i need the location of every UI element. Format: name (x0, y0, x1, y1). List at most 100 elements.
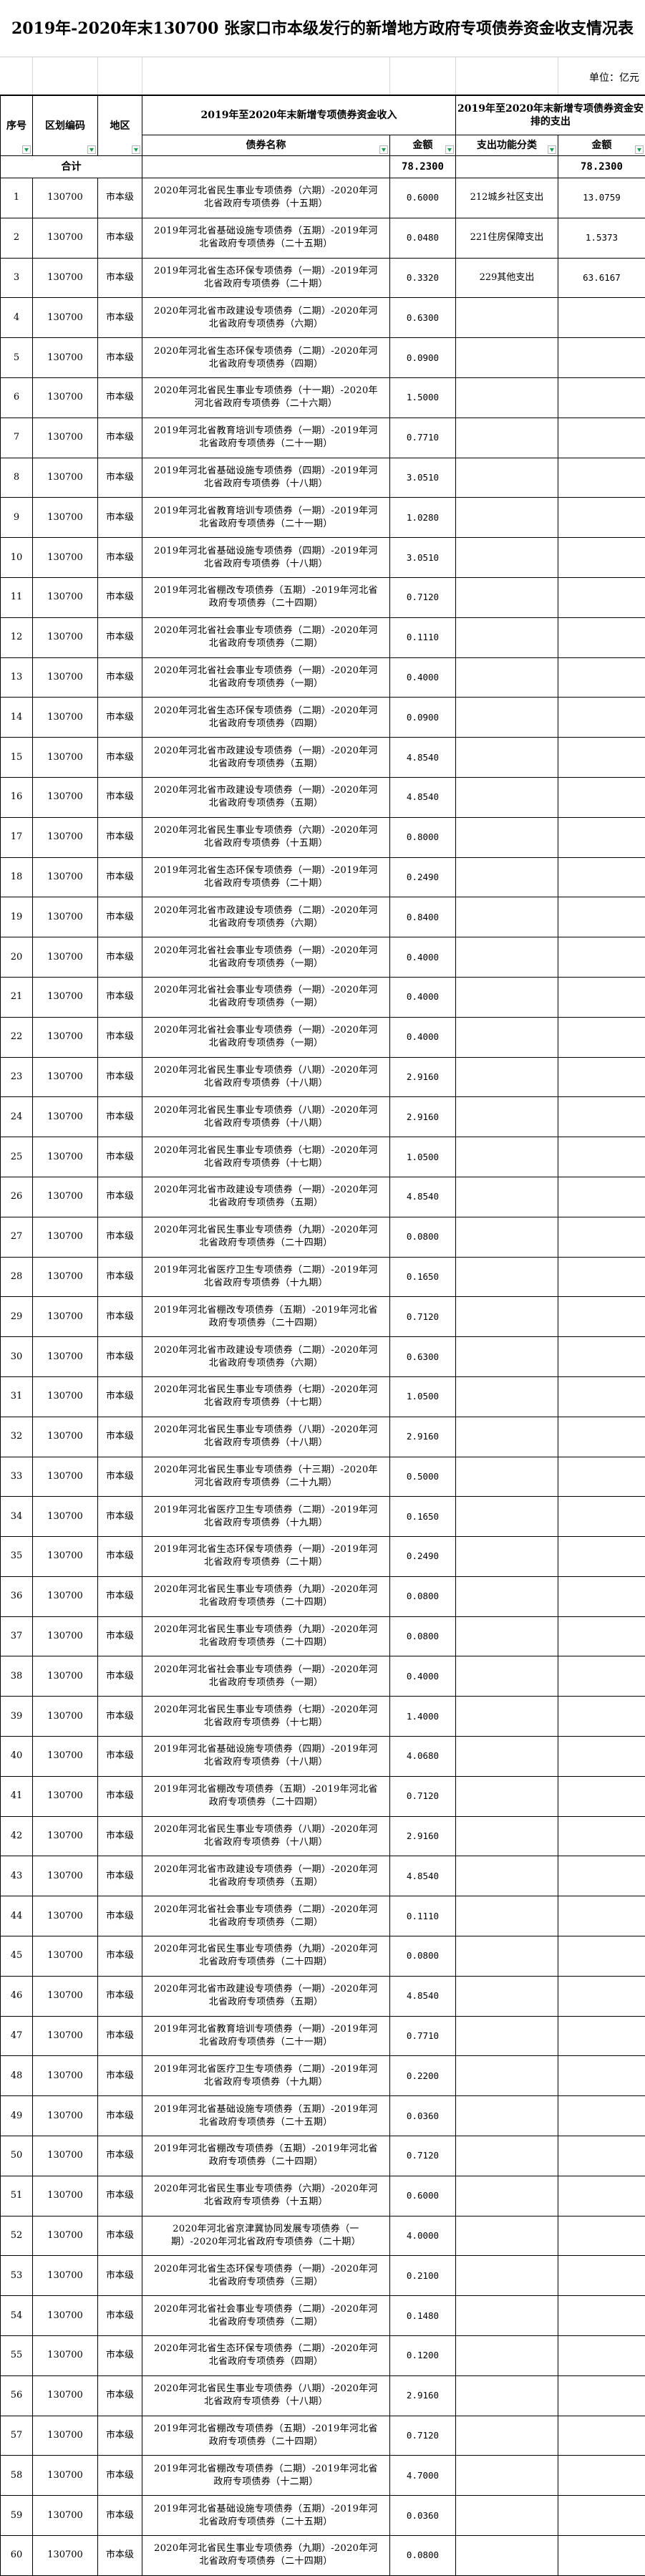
row-expense-amount (558, 976, 645, 1018)
bond-table: 序号 区划编码 地区 2019年至2020年末新增专项债券资金收入 2019年至… (0, 95, 645, 2576)
row-code: 130700 (32, 377, 98, 418)
row-code: 130700 (32, 1736, 98, 1777)
table-row: 31 130700 市本级 2020年河北省民生事业专项债券（七期）-2020年河北省… (0, 1376, 645, 1417)
row-expense-amount (558, 537, 645, 578)
row-code: 130700 (32, 1616, 98, 1657)
row-function-class (455, 1815, 558, 1857)
row-function-class (455, 2055, 558, 2097)
row-amount: 0.7120 (389, 2415, 456, 2456)
row-bond-name: 2020年河北省民生事业专项债券（九期）-2020年河北省政府专项债券（二十四期… (142, 2535, 390, 2576)
row-code: 130700 (32, 2255, 98, 2297)
row-code: 130700 (32, 1656, 98, 1697)
table-row: 8 130700 市本级 2019年河北省基础设施专项债券（四期）-2019年河北省政… (0, 457, 645, 498)
row-region: 市本级 (97, 1696, 142, 1737)
filter-dropdown-icon[interactable] (22, 145, 31, 154)
row-expense-amount (558, 1656, 645, 1697)
filter-dropdown-icon[interactable] (445, 145, 454, 154)
table-row: 59 130700 市本级 2019年河北省基础设施专项债券（五期）-2019年河北省… (0, 2495, 645, 2537)
row-amount: 4.8540 (389, 737, 456, 778)
table-row: 52 130700 市本级 2020年河北省京津冀协同发展专项债券（一期）-2020年… (0, 2215, 645, 2257)
row-code: 130700 (32, 2495, 98, 2537)
row-code: 130700 (32, 1096, 98, 1138)
row-function-class (455, 737, 558, 778)
row-bond-name: 2019年河北省医疗卫生专项债券（二期）-2019年河北省政府专项债券（十九期） (142, 1496, 390, 1538)
table-row: 17 130700 市本级 2020年河北省民生事业专项债券（六期）-2020年河北省… (0, 816, 645, 858)
row-code: 130700 (32, 1376, 98, 1417)
row-region: 市本级 (97, 178, 142, 218)
row-seq: 31 (0, 1376, 33, 1417)
row-amount: 0.2100 (389, 2255, 456, 2297)
gridline (455, 57, 456, 95)
row-code: 130700 (32, 897, 98, 938)
row-bond-name: 2020年河北省市政建设专项债券（二期）-2020年河北省政府专项债券（六期） (142, 897, 390, 938)
page-title: 2019年-2020年末130700 张家口市本级发行的新增地方政府专项债券资金… (0, 0, 645, 57)
row-seq: 16 (0, 776, 33, 818)
row-expense-amount (558, 1775, 645, 1817)
filter-dropdown-icon[interactable] (548, 145, 556, 154)
row-function-class (455, 1016, 558, 1058)
table-row: 18 130700 市本级 2019年河北省生态环保专项债券（一期）-2019年河北省… (0, 857, 645, 898)
row-expense-amount (558, 417, 645, 458)
row-function-class (455, 1936, 558, 1977)
table-row: 60 130700 市本级 2020年河北省民生事业专项债券（九期）-2020年河北省… (0, 2535, 645, 2576)
row-amount: 0.1480 (389, 2295, 456, 2337)
row-function-class (455, 2295, 558, 2337)
row-amount: 2.9160 (389, 2375, 456, 2416)
row-expense-amount (558, 2415, 645, 2456)
row-code: 130700 (32, 1456, 98, 1497)
header-income-group: 2019年至2020年末新增专项债券资金收入 (142, 95, 456, 135)
table-row: 4 130700 市本级 2020年河北省市政建设专项债券（二期）-2020年河北省政… (0, 297, 645, 339)
row-region: 市本级 (97, 737, 142, 778)
row-expense-amount: 1.5373 (558, 217, 645, 259)
table-row: 23 130700 市本级 2020年河北省民生事业专项债券（八期）-2020年河北省… (0, 1056, 645, 1098)
row-seq: 52 (0, 2215, 33, 2257)
row-expense-amount (558, 1936, 645, 1977)
table-row: 55 130700 市本级 2020年河北省生态环保专项债券（二期）-2020年河北省… (0, 2335, 645, 2376)
row-seq: 56 (0, 2375, 33, 2416)
row-region: 市本级 (97, 217, 142, 259)
row-bond-name: 2020年河北省民生事业专项债券（六期）-2020年河北省政府专项债券（十五期） (142, 178, 390, 218)
row-code: 130700 (32, 2335, 98, 2376)
row-bond-name: 2020年河北省生态环保专项债券（二期）-2020年河北省政府专项债券（四期） (142, 337, 390, 378)
table-row: 36 130700 市本级 2020年河北省民生事业专项债券（九期）-2020年河北省… (0, 1576, 645, 1617)
row-amount: 4.0000 (389, 2215, 456, 2257)
filter-dropdown-icon[interactable] (635, 145, 644, 154)
filter-dropdown-icon[interactable] (132, 145, 140, 154)
row-bond-name: 2019年河北省棚改专项债券（五期）-2019年河北省政府专项债券（二十四期） (142, 2415, 390, 2456)
row-bond-name: 2020年河北省民生事业专项债券（八期）-2020年河北省政府专项债券（十八期） (142, 1096, 390, 1138)
table-row: 47 130700 市本级 2019年河北省教育培训专项债券（一期）-2019年河北省… (0, 2015, 645, 2057)
row-amount: 0.7120 (389, 1775, 456, 1817)
row-amount: 0.7710 (389, 2015, 456, 2057)
row-seq: 22 (0, 1016, 33, 1058)
row-expense-amount (558, 2255, 645, 2297)
total-empty (455, 155, 558, 178)
filter-dropdown-icon[interactable] (87, 145, 96, 154)
row-code: 130700 (32, 857, 98, 898)
row-amount: 0.7120 (389, 1296, 456, 1338)
row-bond-name: 2020年河北省社会事业专项债券（一期）-2020年河北省政府专项债券（一期） (142, 1016, 390, 1058)
row-region: 市本级 (97, 2495, 142, 2537)
row-code: 130700 (32, 577, 98, 618)
row-seq: 45 (0, 1936, 33, 1977)
row-seq: 37 (0, 1616, 33, 1657)
header-bond-name: 债券名称 (142, 135, 390, 156)
row-code: 130700 (32, 1137, 98, 1177)
row-amount: 0.4000 (389, 1016, 456, 1058)
row-bond-name: 2019年河北省教育培训专项债券（一期）-2019年河北省政府专项债券（二十一期… (142, 2015, 390, 2057)
total-label: 合计 (0, 155, 142, 178)
row-seq: 41 (0, 1775, 33, 1817)
row-region: 市本级 (97, 897, 142, 938)
row-seq: 9 (0, 497, 33, 539)
row-amount: 0.2490 (389, 857, 456, 898)
row-function-class (455, 2535, 558, 2576)
row-function-class: 229其他支出 (455, 257, 558, 299)
row-function-class (455, 417, 558, 458)
header-seq: 序号 (0, 95, 33, 156)
row-code: 130700 (32, 2175, 98, 2216)
row-amount: 4.8540 (389, 1856, 456, 1897)
filter-dropdown-icon[interactable] (379, 145, 388, 154)
row-seq: 28 (0, 1256, 33, 1298)
header-function-class: 支出功能分类 (455, 135, 558, 156)
row-code: 130700 (32, 697, 98, 738)
row-expense-amount (558, 1336, 645, 1377)
